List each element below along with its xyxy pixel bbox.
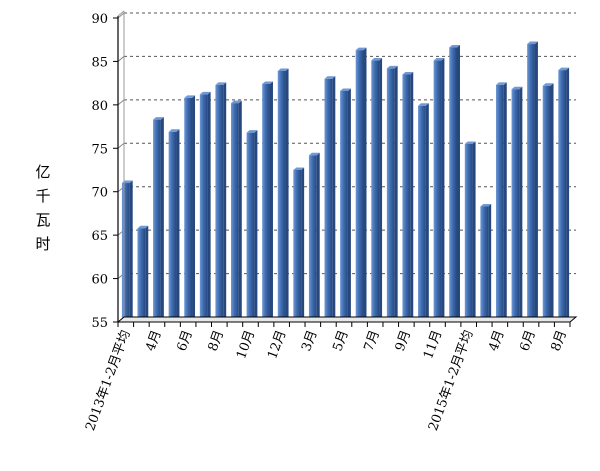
bar bbox=[527, 41, 538, 323]
y-tick-label: 75 bbox=[91, 142, 108, 157]
bar bbox=[121, 180, 133, 322]
y-axis-label-char: 瓦 bbox=[35, 211, 50, 229]
y-axis-ticks: 55 60 65 70 75 80 85 90 bbox=[91, 12, 118, 331]
x-tick-label: 6月 bbox=[175, 328, 196, 353]
y-axis-label-char: 亿 bbox=[35, 163, 50, 181]
gridline-connector bbox=[117, 142, 125, 149]
floor bbox=[116, 316, 578, 323]
x-tick-label: 4月 bbox=[486, 328, 507, 353]
x-tick-label: 3月 bbox=[299, 328, 320, 353]
bar bbox=[215, 82, 227, 322]
bar bbox=[542, 83, 554, 323]
x-tick-label: 8月 bbox=[549, 328, 570, 353]
bar bbox=[168, 129, 180, 322]
y-tick-label: 55 bbox=[91, 316, 108, 331]
bar bbox=[449, 45, 460, 322]
bar bbox=[231, 100, 242, 323]
bar bbox=[277, 68, 289, 323]
gridline-connector bbox=[117, 56, 125, 62]
gridlines bbox=[117, 12, 576, 279]
gridline-connector bbox=[117, 99, 125, 106]
y-tick-label: 80 bbox=[91, 99, 108, 114]
bar bbox=[418, 103, 429, 323]
bar bbox=[371, 58, 383, 323]
bar bbox=[355, 47, 367, 322]
bar bbox=[433, 58, 445, 323]
bar bbox=[308, 152, 320, 322]
bar bbox=[153, 117, 164, 322]
gridline-connector bbox=[117, 12, 125, 19]
y-axis-label-char: 千 bbox=[35, 187, 50, 205]
y-tick-label: 70 bbox=[91, 186, 108, 201]
bar bbox=[184, 95, 196, 322]
bar bbox=[402, 71, 414, 322]
x-tick-label: 9月 bbox=[393, 328, 414, 353]
x-tick-label: 8月 bbox=[206, 328, 227, 353]
bar bbox=[464, 141, 476, 322]
bar bbox=[495, 82, 507, 322]
bars bbox=[121, 41, 570, 323]
x-tick-label: 4月 bbox=[143, 328, 164, 353]
x-tick-label: 5月 bbox=[330, 328, 351, 353]
x-tick-label: 2013年1-2月平均 bbox=[83, 328, 133, 433]
bar bbox=[293, 167, 305, 322]
bar bbox=[340, 88, 351, 323]
y-tick-label: 85 bbox=[91, 55, 108, 70]
x-tick-label: 6月 bbox=[517, 328, 538, 353]
x-axis-ticks: 2013年1-2月平均 4月 6月 8月 10月 12月 3月 5月 7月 9月 11月2015年1… bbox=[83, 322, 571, 433]
bar bbox=[262, 81, 273, 322]
y-tick-label: 60 bbox=[91, 273, 108, 288]
bar bbox=[386, 65, 398, 323]
x-tick-label: 12月 bbox=[265, 328, 289, 361]
y-tick-label: 65 bbox=[91, 229, 108, 244]
y-tick-label: 90 bbox=[91, 12, 108, 27]
bar bbox=[480, 203, 492, 322]
bar bbox=[137, 225, 149, 322]
bar bbox=[511, 86, 523, 322]
y-axis-label-char: 时 bbox=[35, 235, 50, 253]
x-tick-label: 7月 bbox=[362, 328, 383, 353]
bar bbox=[199, 91, 211, 322]
back-wall-top bbox=[117, 10, 125, 17]
bar bbox=[246, 130, 258, 322]
axes bbox=[116, 10, 578, 323]
x-tick-label: 10月 bbox=[234, 328, 258, 361]
bar bbox=[324, 76, 336, 322]
bar bbox=[558, 67, 570, 322]
x-tick-label: 11月 bbox=[421, 328, 445, 361]
